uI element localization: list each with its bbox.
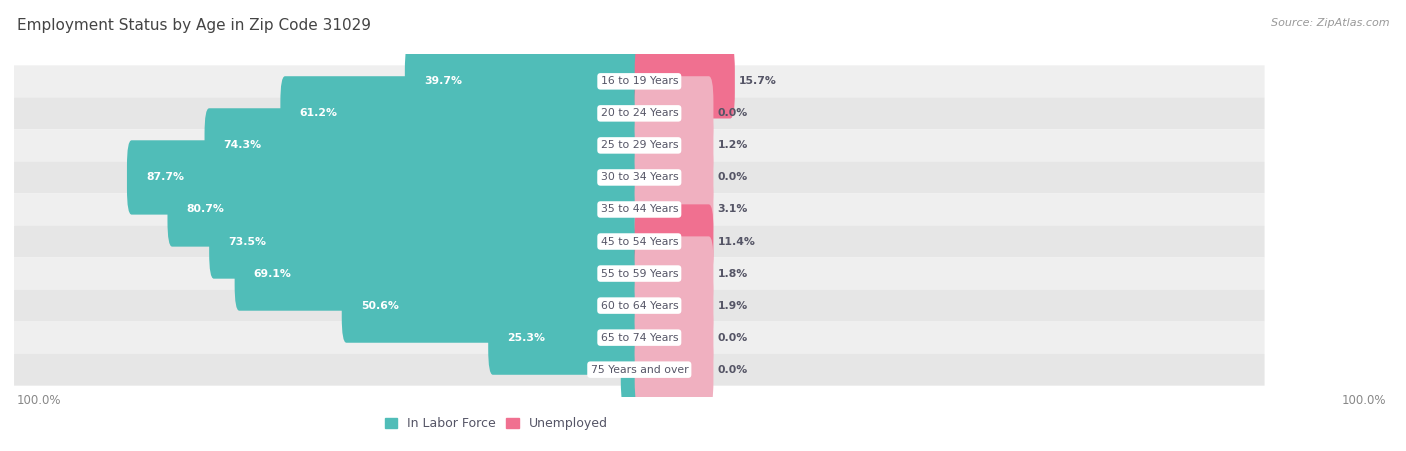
FancyBboxPatch shape <box>342 268 644 343</box>
Text: 11.4%: 11.4% <box>717 236 755 247</box>
FancyBboxPatch shape <box>634 300 713 375</box>
FancyBboxPatch shape <box>488 300 644 375</box>
FancyBboxPatch shape <box>14 290 1264 322</box>
FancyBboxPatch shape <box>14 97 1264 129</box>
FancyBboxPatch shape <box>634 44 735 119</box>
Text: 35 to 44 Years: 35 to 44 Years <box>600 204 678 215</box>
Text: 0.0%: 0.0% <box>717 108 748 118</box>
FancyBboxPatch shape <box>235 236 644 311</box>
FancyBboxPatch shape <box>634 140 713 215</box>
FancyBboxPatch shape <box>204 108 644 183</box>
FancyBboxPatch shape <box>634 76 713 151</box>
Text: 87.7%: 87.7% <box>146 172 184 183</box>
FancyBboxPatch shape <box>14 65 1264 97</box>
Text: 15.7%: 15.7% <box>740 76 776 86</box>
Text: 0.0%: 0.0% <box>717 365 748 375</box>
FancyBboxPatch shape <box>634 268 713 343</box>
Text: 80.7%: 80.7% <box>187 204 225 215</box>
FancyBboxPatch shape <box>634 172 713 247</box>
FancyBboxPatch shape <box>14 226 1264 258</box>
FancyBboxPatch shape <box>280 76 644 151</box>
Text: Employment Status by Age in Zip Code 31029: Employment Status by Age in Zip Code 310… <box>17 18 371 33</box>
Text: 0.0%: 0.0% <box>717 172 748 183</box>
Text: 45 to 54 Years: 45 to 54 Years <box>600 236 678 247</box>
Text: 69.1%: 69.1% <box>253 268 291 279</box>
Text: 100.0%: 100.0% <box>1341 394 1386 407</box>
FancyBboxPatch shape <box>14 193 1264 226</box>
FancyBboxPatch shape <box>14 129 1264 161</box>
FancyBboxPatch shape <box>14 322 1264 354</box>
Text: Source: ZipAtlas.com: Source: ZipAtlas.com <box>1271 18 1389 28</box>
Text: 30 to 34 Years: 30 to 34 Years <box>600 172 678 183</box>
FancyBboxPatch shape <box>209 204 644 279</box>
Text: 16 to 19 Years: 16 to 19 Years <box>600 76 678 86</box>
Text: 74.3%: 74.3% <box>224 140 262 151</box>
Text: 1.2%: 1.2% <box>717 140 748 151</box>
FancyBboxPatch shape <box>127 140 644 215</box>
Text: 61.2%: 61.2% <box>299 108 337 118</box>
Text: 73.5%: 73.5% <box>228 236 266 247</box>
Text: 75 Years and over: 75 Years and over <box>591 365 688 375</box>
Text: 0.0%: 0.0% <box>717 333 748 343</box>
FancyBboxPatch shape <box>634 332 713 407</box>
Text: 39.7%: 39.7% <box>425 76 463 86</box>
Text: 2.4%: 2.4% <box>589 365 620 375</box>
FancyBboxPatch shape <box>167 172 644 247</box>
FancyBboxPatch shape <box>634 236 713 311</box>
Text: 100.0%: 100.0% <box>17 394 62 407</box>
Legend: In Labor Force, Unemployed: In Labor Force, Unemployed <box>380 412 613 435</box>
Text: 55 to 59 Years: 55 to 59 Years <box>600 268 678 279</box>
FancyBboxPatch shape <box>14 354 1264 386</box>
FancyBboxPatch shape <box>405 44 644 119</box>
Text: 3.1%: 3.1% <box>717 204 748 215</box>
Text: 65 to 74 Years: 65 to 74 Years <box>600 333 678 343</box>
FancyBboxPatch shape <box>14 161 1264 193</box>
Text: 20 to 24 Years: 20 to 24 Years <box>600 108 678 118</box>
Text: 60 to 64 Years: 60 to 64 Years <box>600 300 678 311</box>
Text: 1.9%: 1.9% <box>717 300 748 311</box>
FancyBboxPatch shape <box>634 108 713 183</box>
Text: 25 to 29 Years: 25 to 29 Years <box>600 140 678 151</box>
Text: 25.3%: 25.3% <box>508 333 546 343</box>
Text: 50.6%: 50.6% <box>361 300 399 311</box>
FancyBboxPatch shape <box>621 332 644 407</box>
Text: 1.8%: 1.8% <box>717 268 748 279</box>
FancyBboxPatch shape <box>14 258 1264 290</box>
FancyBboxPatch shape <box>634 204 713 279</box>
